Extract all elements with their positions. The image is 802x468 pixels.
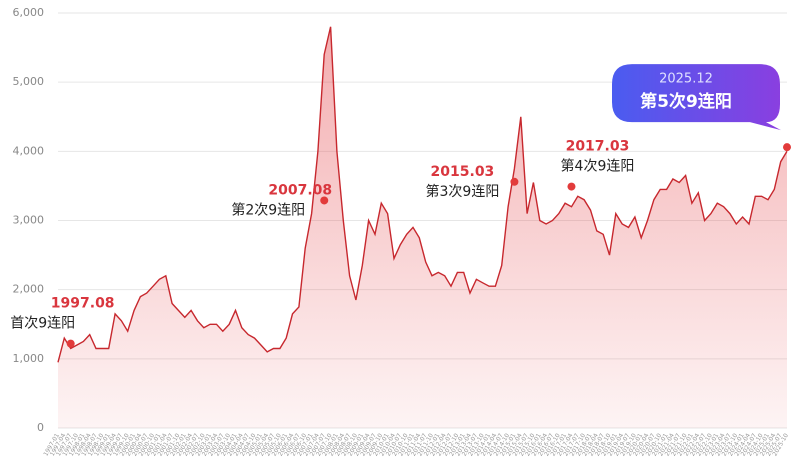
y-tick-label: 1,000 — [13, 352, 45, 365]
annotation-marker — [66, 339, 75, 348]
annotation-text: 首次9连阳 — [10, 316, 75, 332]
annotation-date: 1997.08 — [51, 296, 115, 312]
y-tick-label: 2,000 — [13, 283, 45, 296]
y-tick-label: 5,000 — [13, 75, 45, 88]
callout-text: 第5次9连阳 — [640, 91, 732, 112]
annotation-date: 2015.03 — [431, 164, 495, 180]
annotation-date: 2007.08 — [268, 182, 332, 198]
annotation-text: 第2次9连阳 — [231, 201, 305, 218]
y-tick-label: 6,000 — [13, 6, 45, 19]
annotation-text: 第4次9连阳 — [561, 158, 635, 175]
y-tick-label: 3,000 — [13, 214, 45, 227]
annotation-date: 2017.03 — [566, 139, 630, 155]
area — [58, 26, 787, 429]
annotation-marker — [320, 196, 329, 205]
annotation-text: 第3次9连阳 — [426, 183, 500, 200]
line — [57, 26, 788, 363]
y-tick-label: 0 — [37, 421, 44, 434]
y-tick-label: 4,000 — [13, 144, 45, 157]
annotation-marker — [510, 177, 519, 186]
annotation-marker — [567, 182, 576, 191]
callout-date: 2025.12 — [659, 72, 713, 87]
annotation-marker — [783, 143, 791, 152]
callout-bubble — [612, 64, 781, 131]
